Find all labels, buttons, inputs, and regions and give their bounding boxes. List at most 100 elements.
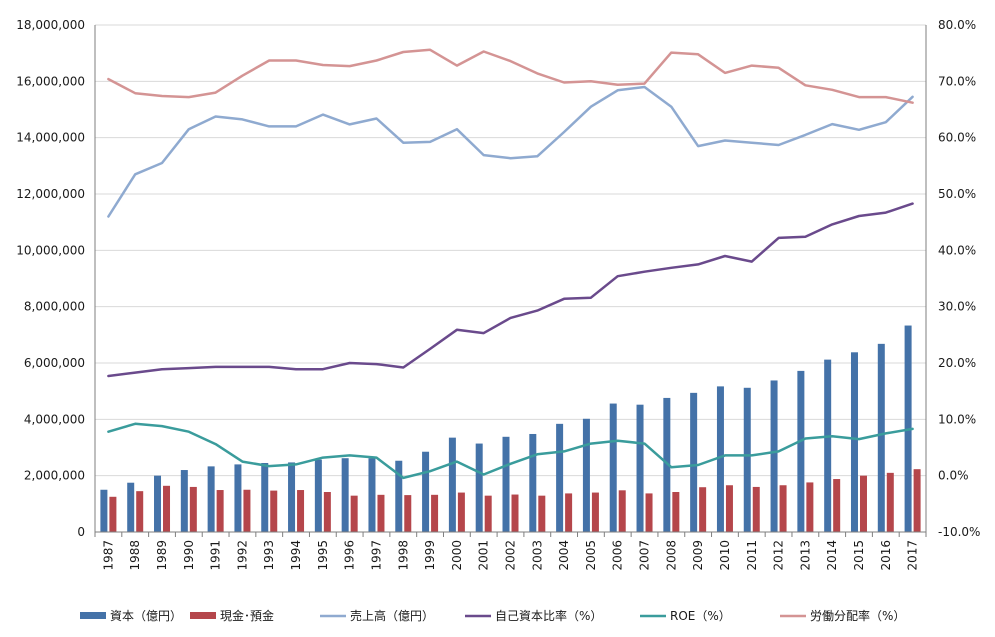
right-tick-label: 30.0%: [938, 300, 976, 314]
bar: [672, 492, 680, 532]
series-line: [107, 202, 914, 378]
legend-label: 労働分配率（%）: [810, 608, 905, 623]
bar: [180, 470, 188, 532]
x-tick-label: 1999: [423, 540, 437, 571]
bar: [154, 475, 162, 532]
bar: [189, 486, 197, 532]
x-tick-label: 2000: [450, 540, 464, 571]
left-tick-label: 18,000,000: [16, 18, 85, 32]
x-axis-ticks: 1987 1988 1989 1990 1991 1992 1993 1994 1995 1996…: [101, 540, 919, 571]
legend-swatch: [190, 612, 216, 619]
x-tick-label: 1998: [396, 540, 410, 571]
bar: [690, 392, 698, 532]
legend-label: ROE（%）: [670, 609, 731, 623]
x-tick-label: 1992: [235, 540, 249, 571]
series-line: [107, 85, 914, 218]
bar: [475, 443, 483, 532]
bar: [216, 490, 224, 532]
bar-series: [100, 325, 921, 532]
x-tick-label: 2003: [530, 540, 544, 571]
bar: [431, 494, 439, 532]
bar: [618, 490, 626, 532]
bar: [663, 397, 671, 532]
left-tick-label: 6,000,000: [24, 356, 85, 370]
series-line: [107, 422, 914, 480]
x-tick-label: 1989: [155, 540, 169, 571]
bar: [859, 475, 867, 532]
x-tick-label: 2010: [718, 540, 732, 571]
bar: [297, 490, 305, 532]
right-tick-label: 40.0%: [938, 243, 976, 257]
right-tick-label: 80.0%: [938, 18, 976, 32]
right-tick-label: 60.0%: [938, 131, 976, 145]
legend: 資本（億円） 現金･預金 売上高（億円） 自己資本比率（%） ROE（%） 労働分配率（%…: [80, 608, 905, 623]
right-tick-label: -10.0%: [938, 525, 980, 539]
bar: [288, 462, 296, 532]
bar: [824, 359, 832, 532]
gridlines: [95, 24, 926, 477]
bar: [886, 472, 894, 532]
x-tick-label: 1988: [128, 540, 142, 571]
x-tick-label: 2016: [879, 540, 893, 571]
left-tick-label: 10,000,000: [16, 243, 85, 257]
bar: [591, 492, 599, 532]
bar: [538, 495, 546, 532]
bar: [323, 492, 331, 532]
bar: [511, 494, 519, 532]
bar: [565, 493, 573, 532]
x-tick-label: 1991: [209, 540, 223, 571]
x-tick-label: 1996: [343, 540, 357, 571]
bar: [716, 386, 724, 532]
x-tick-label: 2012: [772, 540, 786, 571]
x-tick-label: 2011: [745, 540, 759, 571]
legend-label: 売上高（億円）: [350, 608, 434, 623]
legend-label: 現金･預金: [220, 608, 274, 623]
x-tick-label: 2005: [584, 540, 598, 571]
series-line: [107, 48, 914, 104]
bar: [645, 493, 653, 532]
x-tick-label: 2015: [852, 540, 866, 571]
right-tick-label: 50.0%: [938, 187, 976, 201]
right-tick-label: 20.0%: [938, 356, 976, 370]
bar: [806, 482, 814, 532]
x-tick-label: 1994: [289, 540, 303, 571]
bar: [100, 489, 108, 532]
bar: [136, 491, 144, 532]
x-tick-label: 2017: [906, 540, 920, 571]
left-tick-label: 8,000,000: [24, 300, 85, 314]
bar: [207, 466, 215, 532]
legend-swatch: [80, 612, 106, 619]
left-tick-label: 2,000,000: [24, 469, 85, 483]
bar: [502, 436, 510, 532]
x-tick-label: 2008: [664, 540, 678, 571]
x-tick-label: 1987: [101, 540, 115, 571]
bar: [377, 494, 385, 532]
x-tick-label: 1993: [262, 540, 276, 571]
x-tick-label: 1990: [182, 540, 196, 571]
bar: [743, 387, 751, 532]
bar: [234, 464, 242, 532]
bar: [770, 380, 778, 532]
legend-label: 資本（億円）: [110, 609, 182, 623]
left-axis-ticks: 0 2,000,000 4,000,000 6,000,000 8,000,000 10,…: [16, 18, 85, 539]
x-tick-label: 2004: [557, 540, 571, 571]
left-tick-label: 4,000,000: [24, 412, 85, 426]
bar: [484, 495, 492, 532]
x-tick-label: 2014: [825, 540, 839, 571]
x-tick-label: 1995: [316, 540, 330, 571]
bar: [779, 485, 787, 532]
bar: [270, 490, 278, 532]
bar: [163, 485, 171, 532]
bar: [636, 404, 644, 532]
x-tick-label: 1997: [369, 540, 383, 571]
legend-label: 自己資本比率（%）: [495, 608, 602, 623]
left-tick-label: 16,000,000: [16, 74, 85, 88]
left-tick-label: 12,000,000: [16, 187, 85, 201]
bar: [127, 482, 135, 532]
bar: [725, 485, 733, 532]
bar: [261, 462, 269, 532]
bar: [422, 451, 430, 532]
right-tick-label: 70.0%: [938, 74, 976, 88]
right-tick-label: 10.0%: [938, 412, 976, 426]
bar: [609, 403, 617, 532]
